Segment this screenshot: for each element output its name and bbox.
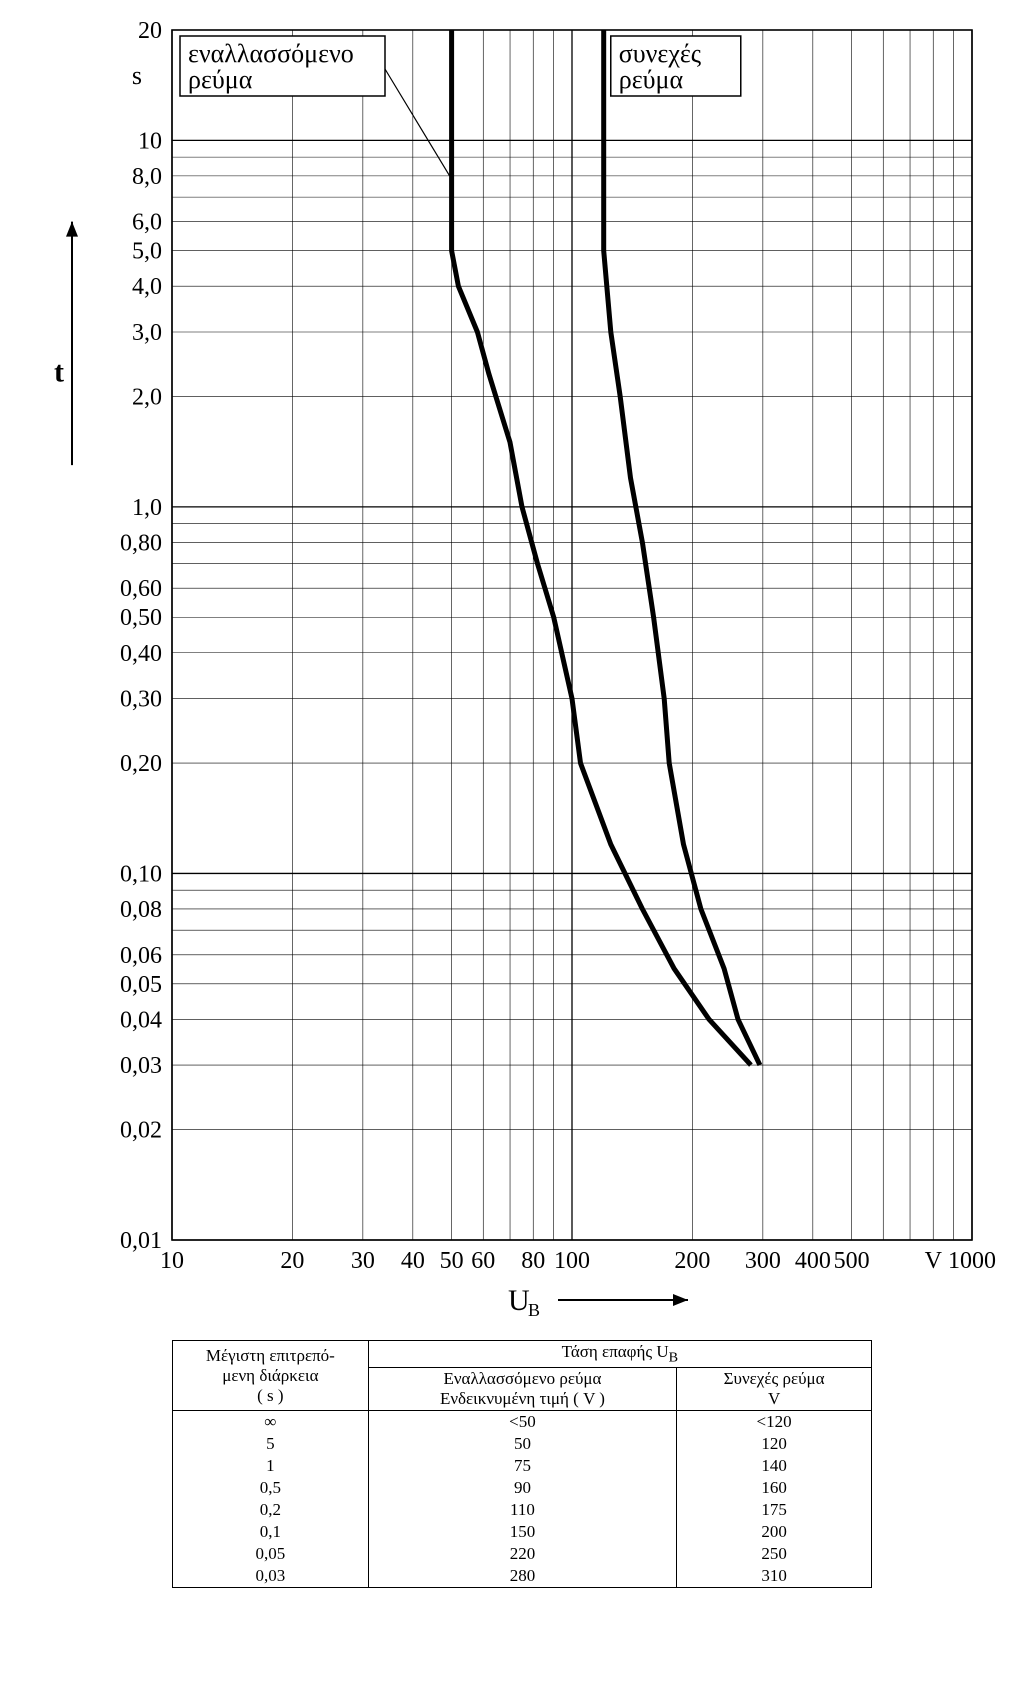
table-cell: 0,5 xyxy=(173,1477,369,1499)
svg-text:0,10: 0,10 xyxy=(120,861,162,887)
svg-text:ρεύμα: ρεύμα xyxy=(619,65,684,94)
svg-text:0,60: 0,60 xyxy=(120,576,162,602)
table-row: 0,05220250 xyxy=(173,1543,872,1565)
data-table-container: Μέγιστη επιτρεπό- μενη διάρκεια ( s ) Τά… xyxy=(172,1340,872,1588)
table-cell: 0,2 xyxy=(173,1499,369,1521)
svg-text:0,08: 0,08 xyxy=(120,897,162,923)
chart-container: 10 20 30 40 50 60 80 100 200 300 400500 1000V UB 20 10… xyxy=(42,10,1002,1320)
table-row: 550120 xyxy=(173,1433,872,1455)
svg-text:εναλλασσόμενο: εναλλασσόμενο xyxy=(188,39,354,68)
svg-text:100: 100 xyxy=(554,1248,590,1274)
table-cell: 0,05 xyxy=(173,1543,369,1565)
table-row: 175140 xyxy=(173,1455,872,1477)
svg-text:10: 10 xyxy=(160,1248,184,1274)
svg-text:50: 50 xyxy=(440,1248,464,1274)
table-row: 0,03280310 xyxy=(173,1565,872,1588)
svg-text:0,04: 0,04 xyxy=(120,1007,162,1033)
svg-text:300: 300 xyxy=(745,1248,781,1274)
svg-text:10: 10 xyxy=(138,128,162,154)
svg-text:8,0: 8,0 xyxy=(132,164,162,190)
svg-text:3,0: 3,0 xyxy=(132,320,162,346)
svg-text:5,0: 5,0 xyxy=(132,239,162,265)
svg-text:0,05: 0,05 xyxy=(120,972,162,998)
th-duration: Μέγιστη επιτρεπό- μενη διάρκεια ( s ) xyxy=(173,1341,369,1411)
table-cell: 90 xyxy=(368,1477,676,1499)
table-cell: 175 xyxy=(677,1499,872,1521)
svg-text:0,40: 0,40 xyxy=(120,641,162,667)
table-cell: ∞ xyxy=(173,1411,369,1434)
table-cell: 120 xyxy=(677,1433,872,1455)
table-cell: 280 xyxy=(368,1565,676,1588)
svg-text:0,06: 0,06 xyxy=(120,943,162,969)
table-cell: 50 xyxy=(368,1433,676,1455)
table-row: 0,2110175 xyxy=(173,1499,872,1521)
data-table: Μέγιστη επιτρεπό- μενη διάρκεια ( s ) Τά… xyxy=(172,1340,872,1588)
svg-text:80: 80 xyxy=(521,1248,545,1274)
table-cell: 1 xyxy=(173,1455,369,1477)
svg-text:0,01: 0,01 xyxy=(120,1228,162,1254)
svg-text:2,0: 2,0 xyxy=(132,385,162,411)
svg-text:t: t xyxy=(54,355,64,388)
svg-text:ρεύμα: ρεύμα xyxy=(188,65,253,94)
loglog-chart: 10 20 30 40 50 60 80 100 200 300 400500 1000V UB 20 10… xyxy=(42,10,1002,1320)
svg-text:s: s xyxy=(132,61,142,90)
svg-text:0,50: 0,50 xyxy=(120,605,162,631)
svg-text:20: 20 xyxy=(138,18,162,44)
svg-text:1,0: 1,0 xyxy=(132,495,162,521)
table-row: 0,1150200 xyxy=(173,1521,872,1543)
svg-text:0,02: 0,02 xyxy=(120,1118,162,1144)
svg-text:4,0: 4,0 xyxy=(132,274,162,300)
table-cell: 75 xyxy=(368,1455,676,1477)
svg-text:60: 60 xyxy=(471,1248,495,1274)
svg-text:συνεχές: συνεχές xyxy=(619,39,702,68)
svg-text:0,20: 0,20 xyxy=(120,751,162,777)
svg-text:6,0: 6,0 xyxy=(132,210,162,236)
table-cell: 140 xyxy=(677,1455,872,1477)
table-cell: 0,1 xyxy=(173,1521,369,1543)
svg-text:0,03: 0,03 xyxy=(120,1053,162,1079)
th-ac: Εναλλασσόμενο ρεύμα Ενδεικνυμένη τιμή ( … xyxy=(368,1368,676,1411)
table-cell: 160 xyxy=(677,1477,872,1499)
svg-text:20: 20 xyxy=(280,1248,304,1274)
svg-text:500: 500 xyxy=(834,1248,870,1274)
svg-text:U: U xyxy=(508,1284,530,1317)
th-dc: Συνεχές ρεύμα V xyxy=(677,1368,872,1411)
table-cell: 310 xyxy=(677,1565,872,1588)
svg-text:0,80: 0,80 xyxy=(120,530,162,556)
svg-text:B: B xyxy=(528,1300,540,1320)
table-row: ∞<50<120 xyxy=(173,1411,872,1434)
svg-text:40: 40 xyxy=(401,1248,425,1274)
svg-text:400: 400 xyxy=(795,1248,831,1274)
table-cell: <120 xyxy=(677,1411,872,1434)
svg-text:V: V xyxy=(925,1248,943,1274)
svg-text:30: 30 xyxy=(351,1248,375,1274)
table-cell: 200 xyxy=(677,1521,872,1543)
table-cell: 110 xyxy=(368,1499,676,1521)
svg-text:200: 200 xyxy=(674,1248,710,1274)
table-cell: 150 xyxy=(368,1521,676,1543)
table-cell: 5 xyxy=(173,1433,369,1455)
th-voltage: Τάση επαφής UB xyxy=(368,1341,871,1368)
table-row: 0,590160 xyxy=(173,1477,872,1499)
svg-text:0,30: 0,30 xyxy=(120,687,162,713)
table-cell: 0,03 xyxy=(173,1565,369,1588)
svg-text:1000: 1000 xyxy=(948,1248,996,1274)
table-cell: 250 xyxy=(677,1543,872,1565)
table-cell: <50 xyxy=(368,1411,676,1434)
table-cell: 220 xyxy=(368,1543,676,1565)
table-body: ∞<50<1205501201751400,5901600,21101750,1… xyxy=(173,1411,872,1588)
